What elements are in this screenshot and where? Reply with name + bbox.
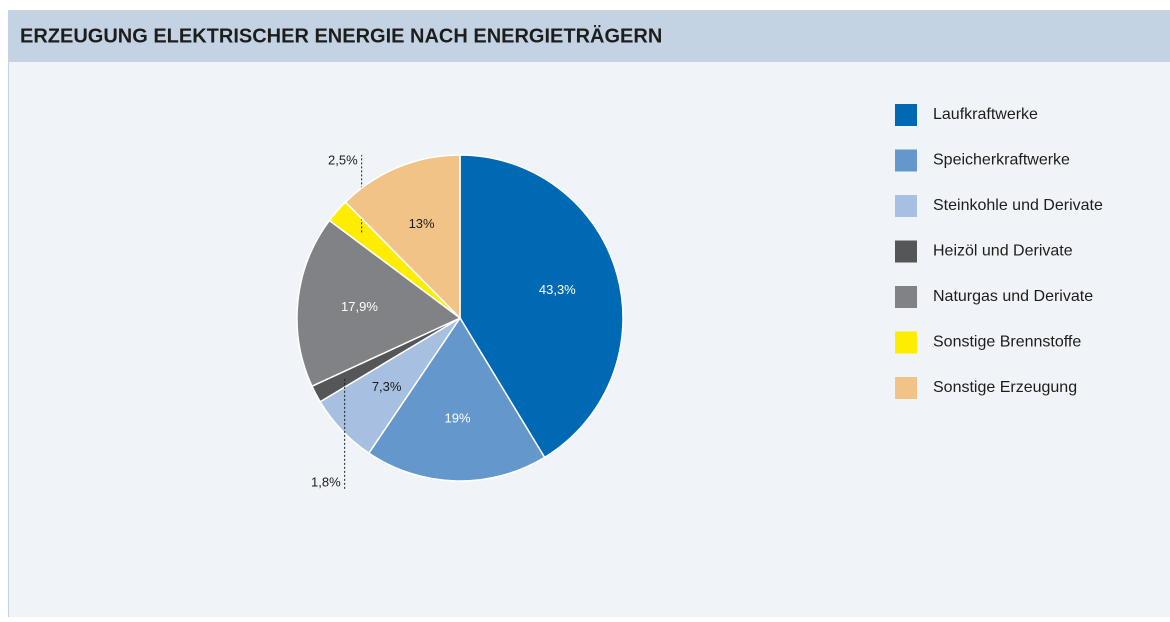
legend-label: Heizöl und Derivate [933, 243, 1073, 260]
pie-slice [296, 219, 462, 388]
legend-swatch [895, 195, 917, 217]
legend-label: Speicherkraftwerke [933, 152, 1070, 169]
header [8, 10, 1170, 62]
legend-swatch [895, 286, 917, 308]
legend-swatch [895, 104, 917, 126]
pie-slice [344, 154, 461, 320]
legend-swatch [895, 377, 917, 399]
chart-title: ERZEUGUNG ELEKTRISCHER ENERGIE NACH ENER… [20, 24, 662, 47]
pie-slice [459, 154, 624, 459]
data-label: 7,3% [372, 379, 402, 394]
legend-swatch [895, 331, 917, 354]
legend-label: Steinkohle und Derivate [933, 197, 1103, 214]
data-label: 2,5% [328, 152, 358, 167]
data-label: 1,8% [311, 474, 341, 489]
data-label: 17,9% [341, 299, 378, 314]
legend-swatch [895, 240, 917, 263]
legend-swatch [895, 149, 917, 172]
data-label: 43,3% [539, 282, 576, 297]
data-label: 13% [409, 216, 435, 231]
legend-label: Naturgas und Derivate [933, 288, 1093, 305]
legend-label: Sonstige Erzeugung [933, 379, 1077, 396]
legend-label: Sonstige Brennstoffe [933, 334, 1081, 351]
legend-label: Laufkraftwerke [933, 106, 1038, 123]
pie-slice [367, 316, 546, 482]
data-label: 19% [445, 410, 471, 425]
